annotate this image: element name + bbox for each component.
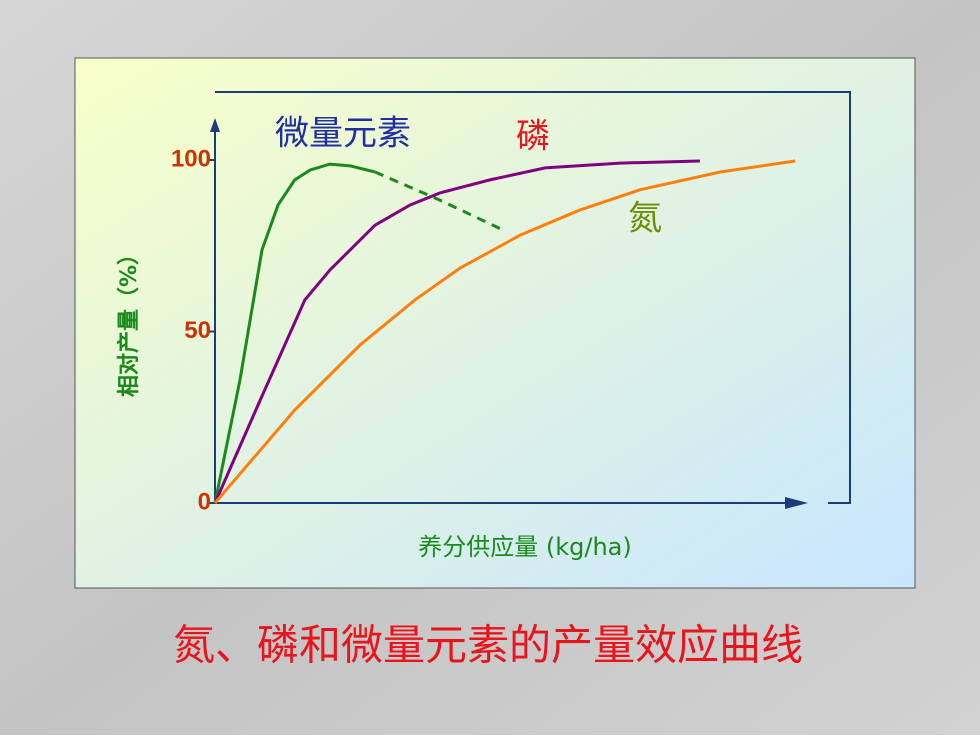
series-line	[213, 159, 700, 504]
x-axis-arrow	[785, 497, 808, 509]
series-label: 磷	[516, 117, 550, 157]
y-axis-arrow	[210, 118, 220, 132]
series-label: 微量元素	[275, 114, 411, 154]
y-tick-label: 50	[184, 317, 211, 344]
x-axis-label: 养分供应量 (kg/ha)	[418, 533, 632, 561]
series-line	[374, 170, 504, 232]
series-line	[213, 159, 796, 504]
series-line	[213, 162, 376, 504]
frame	[215, 91, 851, 504]
series-label: 氮	[628, 199, 662, 239]
slide-title: 氮、磷和微量元素的产量效应曲线	[173, 621, 803, 670]
y-axis-label: 相对产量（%）	[117, 243, 142, 397]
y-tick-label: 100	[171, 145, 211, 172]
y-tick-label: 0	[198, 488, 211, 515]
